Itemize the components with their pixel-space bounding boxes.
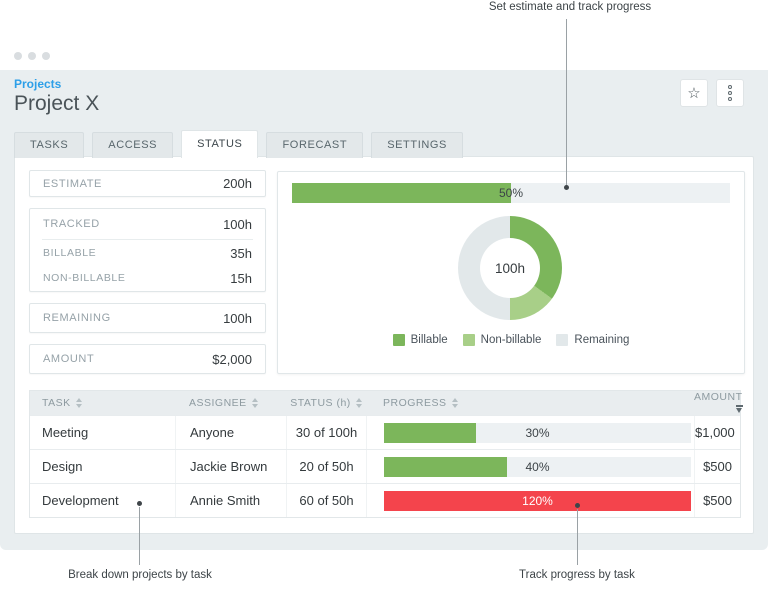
annotation-bottom-left: Break down projects by task	[68, 569, 212, 581]
row-progress-bar: 30%	[384, 422, 691, 443]
table-row-meeting[interactable]: Meeting Anyone 30 of 100h 30% $1,000	[30, 415, 740, 449]
progress-fill	[292, 183, 511, 203]
tracked-value: 100h	[223, 216, 252, 232]
annotation-bottom-left-line	[139, 507, 140, 565]
progress-chart-panel: 50% 100h Billable Non-billable	[277, 171, 745, 374]
column-header-status[interactable]: STATUS (h)	[286, 397, 366, 409]
row-progress-bar: 120%	[384, 490, 691, 511]
legend-item-billable: Billable	[392, 334, 448, 346]
legend-label: Billable	[410, 334, 448, 346]
amount-cell: $1,000	[694, 416, 743, 449]
tab-tasks[interactable]: TASKS	[14, 132, 85, 158]
page-title: Project X	[14, 92, 100, 115]
sort-icon	[451, 398, 458, 409]
billable-label: BILLABLE	[43, 247, 97, 259]
app-window: Projects Project X ☆ TASKS ACCESS STATUS…	[0, 42, 768, 550]
remaining-swatch-icon	[556, 334, 569, 346]
tab-forecast[interactable]: FORECAST	[266, 132, 364, 158]
estimate-box: ESTIMATE 200h	[29, 170, 266, 197]
column-header-amount[interactable]: AMOUNT	[694, 391, 751, 415]
sort-icon	[251, 398, 258, 409]
tab-settings[interactable]: SETTINGS	[371, 132, 463, 158]
more-options-button[interactable]	[716, 79, 744, 107]
amount-value: $2,000	[212, 351, 252, 367]
non-billable-swatch-icon	[462, 334, 475, 346]
amount-cell: $500	[694, 450, 740, 483]
billable-value: 35h	[230, 245, 252, 261]
app-body: Projects Project X ☆ TASKS ACCESS STATUS…	[0, 70, 768, 550]
assignee-cell: Annie Smith	[175, 484, 286, 517]
column-header-progress[interactable]: PROGRESS	[366, 397, 694, 409]
column-header-assignee[interactable]: ASSIGNEE	[175, 397, 286, 409]
legend-label: Remaining	[574, 334, 630, 346]
overall-progress-bar: 50%	[292, 183, 730, 203]
remaining-box: REMAINING 100h	[29, 303, 266, 333]
annotation-top-line	[566, 19, 567, 185]
estimate-label: ESTIMATE	[43, 177, 102, 190]
amount-label: AMOUNT	[43, 353, 95, 365]
column-header-task[interactable]: TASK	[30, 397, 175, 409]
hours-donut-chart: 100h	[458, 216, 562, 320]
tracked-box: TRACKED 100h BILLABLE 35h NON-BILLABLE 1…	[29, 208, 266, 292]
annotation-bottom-right-dot	[575, 503, 580, 508]
annotation-top: Set estimate and track progress	[488, 1, 652, 13]
row-progress-percent: 40%	[525, 459, 550, 474]
donut-legend: Billable Non-billable Remaining	[278, 334, 744, 346]
tracked-label: TRACKED	[43, 218, 100, 230]
legend-label: Non-billable	[480, 334, 542, 346]
row-progress-percent: 30%	[525, 425, 550, 440]
amount-box: AMOUNT $2,000	[29, 344, 266, 374]
task-cell: Development	[42, 493, 119, 508]
status-tab-panel: ESTIMATE 200h TRACKED 100h BILLABLE 35h	[14, 156, 754, 534]
star-icon: ☆	[687, 84, 701, 102]
table-header-row: TASK ASSIGNEE STATUS (h) PROGRESS AMOUNT	[30, 391, 743, 415]
assignee-cell: Jackie Brown	[175, 450, 286, 483]
task-table: TASK ASSIGNEE STATUS (h) PROGRESS AMOUNT	[29, 390, 743, 518]
favorite-button[interactable]: ☆	[680, 79, 708, 107]
row-progress-bar: 40%	[384, 456, 691, 477]
tab-bar: TASKS ACCESS STATUS FORECAST SETTINGS	[14, 130, 463, 159]
breadcrumb[interactable]: Projects	[14, 77, 62, 91]
legend-item-non-billable: Non-billable	[462, 334, 542, 346]
billable-swatch-icon	[392, 334, 405, 346]
non-billable-label: NON-BILLABLE	[43, 272, 126, 284]
table-row-design[interactable]: Design Jackie Brown 20 of 50h 40% $500	[30, 449, 740, 483]
tab-status[interactable]: STATUS	[181, 130, 259, 159]
task-cell: Meeting	[42, 425, 89, 440]
task-cell: Design	[42, 459, 83, 474]
divider	[42, 239, 253, 240]
window-controls-icon	[14, 52, 50, 60]
assignee-cell: Anyone	[175, 416, 286, 449]
kebab-menu-icon	[728, 85, 732, 101]
legend-item-remaining: Remaining	[556, 334, 629, 346]
status-cell: 30 of 100h	[286, 416, 366, 449]
amount-cell: $500	[694, 484, 740, 517]
sort-icon	[355, 398, 362, 409]
sort-desc-icon	[735, 404, 743, 414]
status-cell: 60 of 50h	[286, 484, 366, 517]
remaining-label: REMAINING	[43, 312, 111, 324]
table-row-development[interactable]: Development Annie Smith 60 of 50h 120% $…	[30, 483, 740, 517]
tab-access[interactable]: ACCESS	[92, 132, 174, 158]
annotation-bottom-left-dot	[137, 501, 142, 506]
row-progress-percent: 120%	[522, 493, 553, 508]
status-cell: 20 of 50h	[286, 450, 366, 483]
remaining-value: 100h	[223, 310, 252, 326]
annotation-bottom-right: Track progress by task	[519, 569, 635, 581]
annotation-bottom-right-line	[577, 509, 578, 565]
estimate-value: 200h	[223, 176, 252, 191]
non-billable-value: 15h	[230, 270, 252, 286]
annotation-top-dot	[564, 185, 569, 190]
sort-icon	[75, 398, 82, 409]
browser-bar	[0, 42, 768, 70]
donut-center-label: 100h	[480, 238, 540, 298]
overall-progress-percent: 50%	[498, 186, 524, 200]
